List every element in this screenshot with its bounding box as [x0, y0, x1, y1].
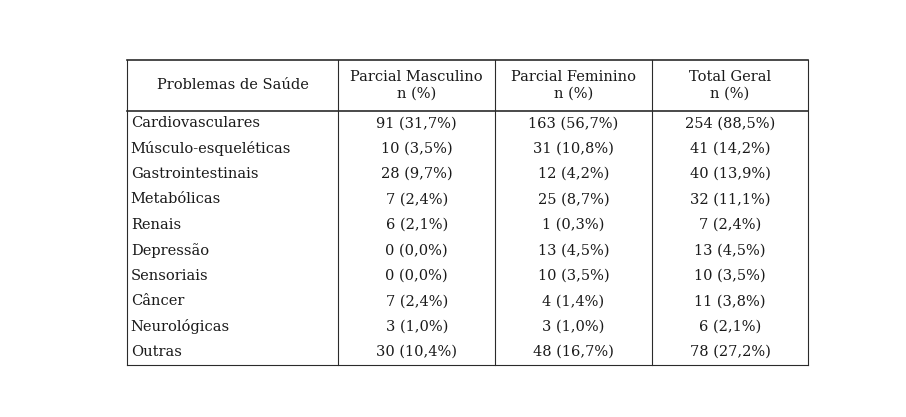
Text: 28 (9,7%): 28 (9,7%) [381, 167, 453, 181]
Text: Gastrointestinais: Gastrointestinais [130, 167, 258, 181]
Text: Total Geral
n (%): Total Geral n (%) [689, 70, 771, 100]
Text: 10 (3,5%): 10 (3,5%) [537, 269, 609, 283]
Text: Cardiovasculares: Cardiovasculares [130, 116, 260, 130]
Text: 7 (2,4%): 7 (2,4%) [386, 193, 448, 206]
Text: Músculo-esqueléticas: Músculo-esqueléticas [130, 141, 291, 156]
Text: Neurológicas: Neurológicas [130, 319, 230, 334]
Text: 32 (11,1%): 32 (11,1%) [689, 193, 770, 206]
Text: Metabólicas: Metabólicas [130, 193, 221, 206]
Text: 4 (1,4%): 4 (1,4%) [543, 294, 604, 308]
Text: 163 (56,7%): 163 (56,7%) [528, 116, 619, 130]
Text: 0 (0,0%): 0 (0,0%) [385, 269, 448, 283]
Text: 1 (0,3%): 1 (0,3%) [542, 218, 604, 232]
Text: 0 (0,0%): 0 (0,0%) [385, 244, 448, 257]
Text: Problemas de Saúde: Problemas de Saúde [157, 78, 309, 92]
Text: 13 (4,5%): 13 (4,5%) [694, 244, 766, 257]
Text: 10 (3,5%): 10 (3,5%) [381, 142, 453, 156]
Text: 7 (2,4%): 7 (2,4%) [386, 294, 448, 308]
Text: Parcial Feminino
n (%): Parcial Feminino n (%) [511, 70, 636, 100]
Text: 6 (2,1%): 6 (2,1%) [699, 319, 761, 334]
Text: Sensoriais: Sensoriais [130, 269, 208, 283]
Text: Depressão: Depressão [130, 243, 209, 258]
Text: 13 (4,5%): 13 (4,5%) [537, 244, 609, 257]
Text: Parcial Masculino
n (%): Parcial Masculino n (%) [351, 70, 483, 100]
Text: 25 (8,7%): 25 (8,7%) [537, 193, 609, 206]
Text: 7 (2,4%): 7 (2,4%) [699, 218, 761, 232]
Text: 6 (2,1%): 6 (2,1%) [386, 218, 448, 232]
Text: 78 (27,2%): 78 (27,2%) [689, 345, 770, 359]
Text: 12 (4,2%): 12 (4,2%) [538, 167, 609, 181]
Text: 40 (13,9%): 40 (13,9%) [689, 167, 770, 181]
Text: 91 (31,7%): 91 (31,7%) [376, 116, 457, 130]
Text: Outras: Outras [130, 345, 182, 359]
Text: 41 (14,2%): 41 (14,2%) [689, 142, 770, 156]
Text: 31 (10,8%): 31 (10,8%) [533, 142, 614, 156]
Text: 48 (16,7%): 48 (16,7%) [533, 345, 614, 359]
Text: 254 (88,5%): 254 (88,5%) [685, 116, 776, 130]
Text: 3 (1,0%): 3 (1,0%) [386, 319, 448, 334]
Text: Câncer: Câncer [130, 294, 184, 308]
Text: 30 (10,4%): 30 (10,4%) [376, 345, 458, 359]
Text: 11 (3,8%): 11 (3,8%) [694, 294, 766, 308]
Text: 3 (1,0%): 3 (1,0%) [542, 319, 604, 334]
Text: 10 (3,5%): 10 (3,5%) [694, 269, 766, 283]
Text: Renais: Renais [130, 218, 181, 232]
